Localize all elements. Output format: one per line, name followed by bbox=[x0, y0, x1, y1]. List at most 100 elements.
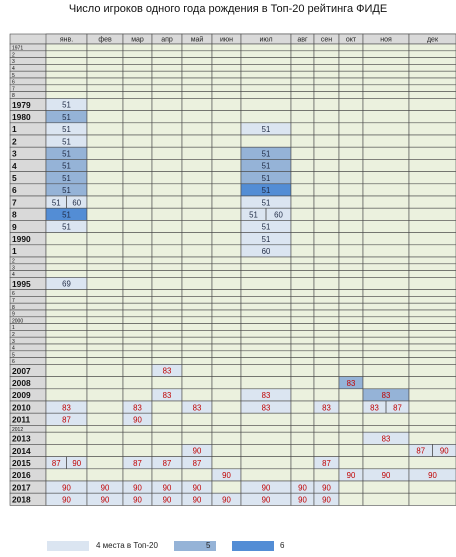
grid-cell bbox=[181, 207, 213, 221]
grid-cell bbox=[181, 330, 213, 338]
grid-cell bbox=[45, 316, 88, 324]
year-label: 6 bbox=[12, 291, 15, 297]
grid-cell bbox=[313, 70, 340, 79]
grid-cell bbox=[362, 77, 410, 86]
grid-cell bbox=[338, 388, 364, 402]
grid-cell bbox=[408, 425, 456, 433]
grid-cell bbox=[313, 110, 340, 124]
grid-cell bbox=[86, 277, 124, 290]
grid-cell bbox=[240, 296, 292, 304]
year-label: 2 bbox=[12, 136, 17, 146]
rating-value: 90 bbox=[262, 496, 271, 505]
grid-cell bbox=[211, 425, 242, 433]
grid-cell bbox=[290, 50, 315, 58]
grid-cell bbox=[151, 256, 183, 265]
grid-cell bbox=[290, 296, 315, 304]
rating-value: 90 bbox=[440, 447, 449, 456]
grid-cell bbox=[211, 146, 242, 160]
grid-cell bbox=[408, 263, 456, 271]
year-label: 5 bbox=[12, 173, 17, 183]
grid-cell bbox=[122, 336, 153, 345]
grid-cell bbox=[151, 50, 183, 58]
grid-cell bbox=[313, 343, 340, 352]
grid-cell bbox=[338, 296, 364, 304]
grid-cell bbox=[362, 256, 410, 265]
year-cell bbox=[9, 84, 47, 92]
grid-cell bbox=[408, 480, 456, 494]
grid-cell bbox=[338, 70, 364, 79]
grid-cell bbox=[151, 336, 183, 345]
grid-cell bbox=[313, 296, 340, 304]
grid-cell bbox=[362, 456, 410, 470]
year-cell bbox=[9, 357, 47, 365]
grid-cell bbox=[181, 316, 213, 324]
grid-cell bbox=[313, 316, 340, 324]
rating-value: 87 bbox=[393, 403, 402, 412]
grid-cell bbox=[362, 323, 410, 331]
year-label: 4 bbox=[12, 66, 15, 72]
grid-cell bbox=[45, 263, 88, 271]
grid-cell bbox=[338, 330, 364, 338]
rating-value: 51 bbox=[62, 223, 71, 232]
rating-value: 83 bbox=[133, 403, 142, 412]
grid-cell bbox=[211, 336, 242, 345]
grid-cell bbox=[313, 244, 340, 258]
grid-cell bbox=[86, 296, 124, 304]
grid-cell bbox=[313, 57, 340, 65]
rating-value: 90 bbox=[163, 483, 172, 492]
grid-cell bbox=[240, 43, 292, 52]
grid-cell bbox=[181, 309, 213, 318]
grid-cell bbox=[408, 134, 456, 148]
grid-cell bbox=[408, 350, 456, 358]
grid-cell bbox=[211, 98, 242, 111]
grid-cell bbox=[313, 77, 340, 86]
year-label: 2008 bbox=[12, 378, 31, 388]
grid-cell bbox=[45, 289, 88, 297]
grid-cell bbox=[240, 376, 292, 390]
grid-cell bbox=[362, 91, 410, 99]
grid-cell bbox=[408, 323, 456, 331]
grid-cell bbox=[290, 183, 315, 197]
grid-cell bbox=[45, 232, 88, 246]
grid-cell bbox=[290, 277, 315, 290]
grid-cell bbox=[86, 364, 124, 377]
grid-cell bbox=[86, 388, 124, 402]
grid-cell bbox=[45, 350, 88, 358]
grid-cell bbox=[122, 146, 153, 160]
grid-cell bbox=[45, 330, 88, 338]
grid-cell bbox=[211, 431, 242, 445]
grid-cell bbox=[313, 388, 340, 402]
rating-value: 51 bbox=[62, 125, 71, 134]
rating-value: 90 bbox=[62, 496, 71, 505]
grid-cell bbox=[338, 77, 364, 86]
rating-value: 90 bbox=[222, 496, 231, 505]
grid-cell bbox=[408, 50, 456, 58]
chart-title: Число игроков одного года рождения в Топ… bbox=[68, 3, 388, 15]
grid-cell bbox=[151, 57, 183, 65]
year-label: 2011 bbox=[12, 415, 31, 425]
grid-cell bbox=[122, 84, 153, 92]
grid-cell bbox=[338, 232, 364, 246]
grid-cell bbox=[362, 134, 410, 148]
grid-cell bbox=[313, 43, 340, 52]
grid-cell bbox=[211, 57, 242, 65]
grid-cell bbox=[181, 425, 213, 433]
grid-cell bbox=[408, 244, 456, 258]
grid-cell bbox=[290, 256, 315, 265]
grid-cell bbox=[362, 302, 410, 311]
grid-cell bbox=[408, 330, 456, 338]
year-label: 2012 bbox=[12, 427, 23, 433]
year-label: 2000 bbox=[12, 318, 23, 324]
grid-cell bbox=[86, 323, 124, 331]
grid-cell bbox=[290, 302, 315, 311]
grid-cell bbox=[45, 357, 88, 365]
grid-cell bbox=[122, 43, 153, 52]
grid-cell bbox=[86, 400, 124, 414]
grid-cell bbox=[122, 296, 153, 304]
grid-cell bbox=[86, 412, 124, 426]
grid-cell bbox=[240, 343, 292, 352]
month-label: окт bbox=[346, 37, 357, 44]
grid-cell bbox=[211, 64, 242, 72]
grid-cell bbox=[290, 343, 315, 352]
grid-cell bbox=[408, 289, 456, 297]
